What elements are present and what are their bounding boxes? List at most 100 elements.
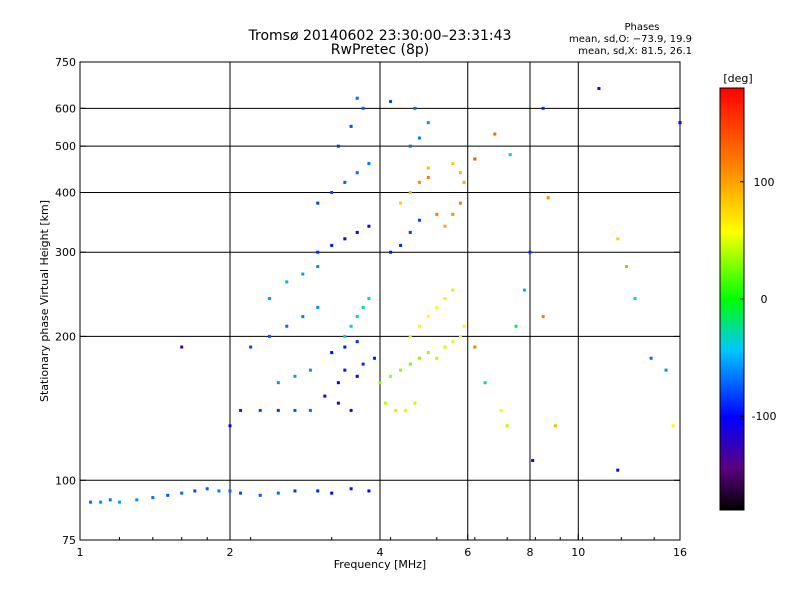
data-point	[426, 121, 430, 125]
data-point	[323, 394, 327, 398]
x-tick-label: 8	[527, 546, 534, 559]
data-point	[108, 498, 112, 502]
data-point	[426, 315, 430, 319]
data-point	[276, 491, 280, 495]
data-point	[373, 356, 377, 360]
data-point	[417, 356, 421, 360]
data-point	[625, 265, 629, 269]
data-point	[633, 297, 637, 301]
data-point	[443, 224, 447, 228]
data-point	[493, 132, 497, 136]
data-point	[399, 201, 403, 205]
data-point	[499, 408, 503, 412]
data-point	[343, 180, 347, 184]
data-point	[355, 340, 359, 344]
data-point	[117, 500, 121, 504]
data-point	[228, 489, 232, 493]
data-point	[435, 305, 439, 309]
data-point	[217, 489, 221, 493]
data-point	[389, 374, 393, 378]
data-point	[417, 218, 421, 222]
y-tick-label: 75	[62, 534, 76, 547]
data-point	[389, 250, 393, 254]
x-tick-label: 10	[571, 546, 585, 559]
data-point	[426, 175, 430, 179]
data-point	[426, 351, 430, 355]
colorbar-ticks: 100 0 -100	[740, 176, 776, 423]
y-tick-label: 400	[55, 186, 76, 199]
data-point	[355, 374, 359, 378]
grid-lines	[80, 62, 680, 540]
data-point	[343, 334, 347, 338]
y-tick-label: 750	[55, 56, 76, 69]
x-tick-label: 2	[227, 546, 234, 559]
colorbar-tick-label: 0	[761, 293, 768, 306]
data-point	[316, 305, 320, 309]
data-point	[293, 489, 297, 493]
data-point	[276, 408, 280, 412]
data-point	[528, 250, 532, 254]
data-point	[193, 489, 197, 493]
data-point	[135, 498, 139, 502]
data-point	[505, 424, 509, 428]
data-point	[616, 237, 620, 241]
x-tick-label: 1	[77, 546, 84, 559]
stats-line-o: mean, sd,O: −73.9, 19.9	[569, 34, 692, 45]
data-point	[308, 408, 312, 412]
data-point	[394, 408, 398, 412]
data-point	[597, 87, 601, 91]
y-tick-label: 600	[55, 102, 76, 115]
data-point	[330, 190, 334, 194]
data-point	[355, 230, 359, 234]
data-point	[417, 136, 421, 140]
data-point	[343, 345, 347, 349]
data-point	[258, 493, 262, 497]
data-point	[413, 401, 417, 405]
data-point	[473, 157, 477, 161]
data-point	[355, 315, 359, 319]
data-point	[417, 180, 421, 184]
data-point	[343, 237, 347, 241]
x-tick-label: 16	[673, 546, 687, 559]
stats-heading: Phases	[624, 22, 659, 33]
data-point	[508, 153, 512, 157]
colorbar-tick-label: 100	[754, 176, 775, 189]
data-point	[205, 487, 209, 491]
data-point	[473, 345, 477, 349]
y-tick-label: 100	[55, 474, 76, 487]
data-point	[408, 362, 412, 366]
data-point	[389, 100, 393, 104]
data-point	[435, 212, 439, 216]
data-point	[367, 224, 371, 228]
data-point	[451, 288, 455, 292]
data-point	[408, 334, 412, 338]
colorbar-label: [deg]	[723, 72, 752, 85]
colorbar-tick-label: -100	[752, 410, 777, 423]
data-point	[553, 424, 557, 428]
data-point	[285, 280, 289, 284]
data-point	[293, 408, 297, 412]
y-tick-label: 500	[55, 140, 76, 153]
data-points	[89, 87, 682, 504]
data-point	[451, 212, 455, 216]
data-point	[316, 489, 320, 493]
data-point	[408, 230, 412, 234]
y-tick-label: 300	[55, 246, 76, 259]
data-point	[458, 171, 462, 175]
data-point	[361, 362, 365, 366]
chart-title-line1: Tromsø 20140602 23:30:00–23:31:43	[248, 28, 512, 44]
data-point	[336, 381, 340, 385]
data-point	[399, 243, 403, 247]
data-point	[349, 487, 353, 491]
data-point	[443, 345, 447, 349]
data-point	[546, 196, 550, 200]
data-point	[399, 368, 403, 372]
data-point	[367, 489, 371, 493]
data-point	[417, 324, 421, 328]
data-point	[541, 106, 545, 110]
data-point	[483, 381, 487, 385]
data-point	[367, 297, 371, 301]
data-point	[462, 324, 466, 328]
data-point	[361, 305, 365, 309]
data-point	[258, 408, 262, 412]
